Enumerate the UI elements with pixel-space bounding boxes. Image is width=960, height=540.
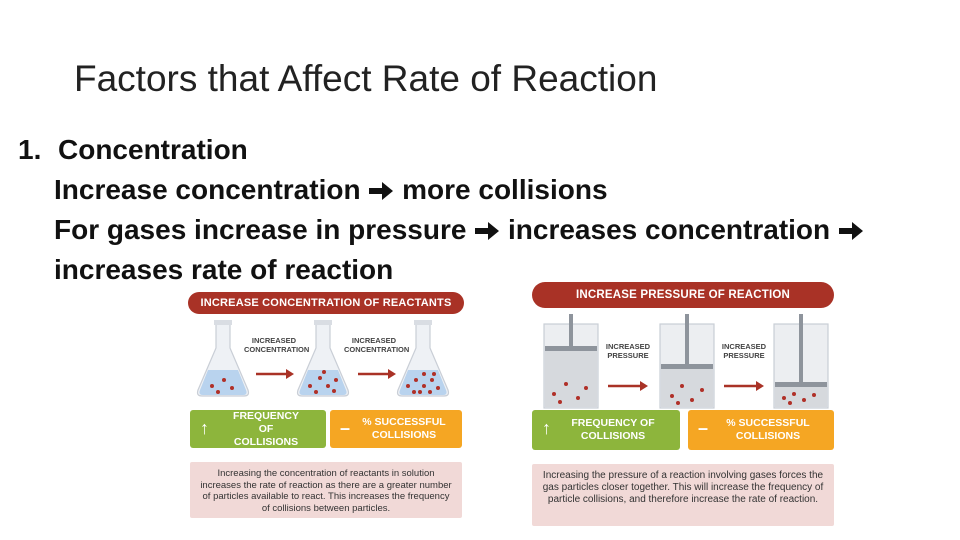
piston-cylinder-icon xyxy=(659,314,715,409)
line2-part-a: For gases increase in pressure xyxy=(54,214,467,245)
concentration-infographic: INCREASE CONCENTRATION OF REACTANTS INCR… xyxy=(188,292,464,520)
minus-icon: – xyxy=(698,418,709,438)
arrow-label-2: INCREASED PRESSURE xyxy=(721,342,767,360)
pressure-caption: Increasing the pressure of a reaction in… xyxy=(532,464,834,526)
bullet-number: 1. xyxy=(18,134,42,165)
arrow-label-1: INCREASED CONCENTRATION xyxy=(244,336,310,354)
flask-illustration xyxy=(196,320,450,397)
up-arrow-icon: ↑ xyxy=(542,418,551,438)
successful-collisions-badge: – % SUCCESSFUL COLLISIONS xyxy=(330,410,462,448)
right-arrow-icon xyxy=(475,222,500,240)
frequency-of-collisions-badge: ↑ FREQUENCY OF COLLISIONS xyxy=(190,410,326,448)
piston-cylinder-icon xyxy=(773,314,829,409)
line3-text: increases rate of reaction xyxy=(54,254,394,285)
concentration-banner: INCREASE CONCENTRATION OF REACTANTS xyxy=(188,292,464,314)
bullet-line-3: increases rate of reaction xyxy=(18,250,864,290)
arrow-label-2: INCREASED CONCENTRATION xyxy=(344,336,410,354)
flask-icon xyxy=(296,320,350,397)
successful-collisions-badge: – % SUCCESSFUL COLLISIONS xyxy=(688,410,834,450)
bullet-line-1: Increase concentration more collisions xyxy=(18,170,864,210)
bullet-heading: 1. Concentration xyxy=(18,130,864,170)
flask-icon xyxy=(196,320,250,397)
line2-part-b: increases concentration xyxy=(508,214,831,245)
bullet-list: 1. Concentration Increase concentration m… xyxy=(18,130,864,290)
up-arrow-icon: ↑ xyxy=(200,418,209,438)
flask-icon xyxy=(396,320,450,397)
line1-part-b: more collisions xyxy=(402,174,608,205)
piston-cylinder-icon xyxy=(543,314,599,409)
minus-icon: – xyxy=(340,418,351,438)
frequency-of-collisions-badge: ↑ FREQUENCY OF COLLISIONS xyxy=(532,410,680,450)
arrow-label-1: INCREASED PRESSURE xyxy=(605,342,651,360)
bullet-line-2: For gases increase in pressure increases… xyxy=(18,210,864,250)
piston-illustration xyxy=(543,314,829,409)
right-arrow-icon xyxy=(369,182,394,200)
pressure-banner: INCREASE PRESSURE OF REACTION xyxy=(532,282,834,308)
line1-part-a: Increase concentration xyxy=(54,174,361,205)
pressure-infographic: INCREASE PRESSURE OF REACTION IN xyxy=(532,282,834,528)
concentration-caption: Increasing the concentration of reactant… xyxy=(190,462,462,518)
slide-title: Factors that Affect Rate of Reaction xyxy=(74,58,658,99)
right-arrow-icon xyxy=(838,222,863,240)
bullet-heading-text: Concentration xyxy=(58,134,248,165)
